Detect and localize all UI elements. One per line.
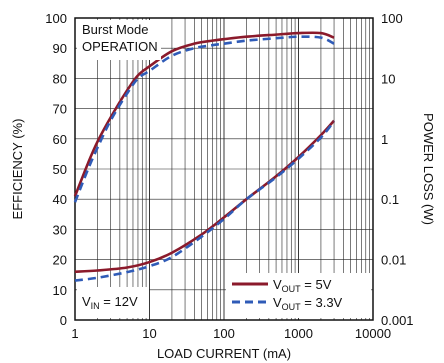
y2-tick-label: 100 xyxy=(381,11,403,26)
x-axis-ticks: 1 10 100 1000 10000 xyxy=(71,326,391,341)
y-tick-label: 0 xyxy=(60,313,67,328)
series-layer xyxy=(73,31,336,282)
y-axis-title: EFFICIENCY (%) xyxy=(10,119,25,220)
vin-label: VIN = 12V xyxy=(82,294,138,311)
x-axis-title: LOAD CURRENT (mA) xyxy=(157,346,291,361)
y-tick-label: 10 xyxy=(53,283,67,298)
series-line-3 xyxy=(74,120,336,282)
x-tick-label: 10 xyxy=(142,326,156,341)
y-tick-label: 50 xyxy=(53,162,67,177)
x-tick-label: 100 xyxy=(213,326,235,341)
y-tick-label: 80 xyxy=(53,71,67,86)
legend-box xyxy=(226,273,371,318)
y-tick-label: 70 xyxy=(53,102,67,117)
right-axis-ticks: 0.001 0.01 0.1 1 10 100 xyxy=(381,11,414,328)
burst-mode-label-line1: Burst Mode xyxy=(82,22,148,37)
y2-tick-label: 0.01 xyxy=(381,253,406,268)
burst-mode-label-line2: OPERATION xyxy=(82,39,158,54)
y-tick-label: 40 xyxy=(53,192,67,207)
legend-label-5v: VOUT = 5V xyxy=(273,277,332,294)
x-tick-label: 10000 xyxy=(355,326,391,341)
burst-mode-label-box xyxy=(77,20,161,60)
plot-frame xyxy=(74,17,374,321)
legend-label-3v3: VOUT = 3.3V xyxy=(273,295,343,312)
y-tick-label: 60 xyxy=(53,132,67,147)
y2-tick-label: 1 xyxy=(381,132,388,147)
y2-axis-title: POWER LOSS (W) xyxy=(421,113,436,225)
x-tick-label: 1 xyxy=(71,326,78,341)
series-line-0 xyxy=(73,31,335,197)
x-tick-label: 1000 xyxy=(284,326,313,341)
y2-tick-label: 0.1 xyxy=(381,192,399,207)
vin-label-box xyxy=(77,287,149,318)
y2-tick-label: 0.001 xyxy=(381,313,414,328)
y-tick-label: 90 xyxy=(53,41,67,56)
y-tick-label: 20 xyxy=(53,253,67,268)
legend: VOUT = 5V VOUT = 3.3V xyxy=(226,273,371,318)
grid-lines xyxy=(74,18,373,320)
left-axis-ticks: 0 10 20 30 40 50 60 70 80 90 100 xyxy=(45,11,67,328)
y-tick-label: 100 xyxy=(45,11,67,26)
y2-tick-label: 10 xyxy=(381,71,395,86)
y-tick-label: 30 xyxy=(53,222,67,237)
